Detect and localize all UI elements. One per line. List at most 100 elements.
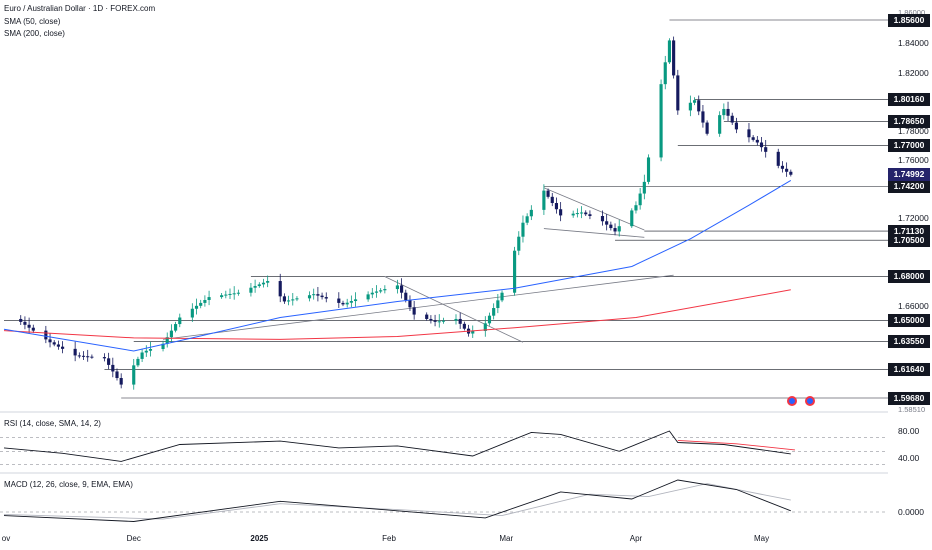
candle-body [454,318,458,321]
current-price-tag: 1.74992 [888,168,930,182]
candle-body [266,281,270,283]
sma50-legend[interactable]: SMA (50, close) [4,17,61,26]
candle-body [588,214,592,216]
candle-body [27,324,31,328]
candle-body [759,142,764,148]
candle-body [119,378,123,385]
candle-body [77,355,81,357]
candle-body [517,236,521,251]
candle-body [366,294,370,300]
time-tick-label: ov [1,534,11,543]
candle-body [697,100,701,112]
time-tick-label: May [753,534,770,543]
candle-body [630,210,634,227]
candle-body [471,330,475,334]
candle-body [776,151,780,166]
candle-body [220,295,224,298]
candle-body [232,293,236,295]
level-price-tag: 1.85600 [888,13,930,27]
candle-body [521,222,525,237]
candle-body [600,216,605,222]
candle-body [722,108,726,116]
candle-body [236,292,240,294]
candle-body [780,165,785,169]
candle-body [23,321,27,325]
candle-body [554,203,559,210]
candle-body [44,330,48,340]
candle-body [659,84,663,158]
candle-body [676,75,680,111]
price-tick-label: 1.78000 [898,125,929,136]
candle-body [291,299,295,301]
candle-body [86,356,90,358]
candle-body [207,297,211,300]
candle-body [307,295,312,299]
candle-body [111,364,115,372]
price-tick-label: 1.72000 [898,213,929,224]
candle-body [73,348,77,356]
event-flag-icon[interactable] [805,396,815,406]
event-flag-icon[interactable] [787,396,797,406]
candle-body [701,111,705,123]
candle-body [140,352,144,359]
candle-body [148,349,153,351]
candle-body [688,102,692,111]
candle-body [789,171,793,175]
candle-body [429,318,433,321]
price-tick-label: 1.66000 [898,300,929,311]
candle-body [278,281,282,297]
macd-signal-line [3,483,791,520]
candle-body [190,308,194,318]
candle-body [425,314,429,319]
level-price-tag: 1.70500 [888,233,930,247]
price-tick-label: 1.84000 [898,38,929,49]
rsi-tick-label: 40.00 [898,453,920,463]
level-price-tag: 1.63550 [888,335,930,349]
candle-body [441,320,446,322]
candle-body [19,318,23,322]
candle-body [400,285,404,293]
rsi-line [3,430,791,462]
candle-body [345,302,349,305]
candle-body [287,300,291,302]
candle-body [529,209,533,217]
candle-body [550,196,554,204]
trendline [162,274,674,340]
rsi-pane-label[interactable]: RSI (14, close, SMA, 14, 2) [4,419,101,428]
candle-body [496,300,500,309]
sma200-legend[interactable]: SMA (200, close) [4,29,65,38]
level-price-tag: 1.80160 [888,92,930,106]
price-tick-label: 1.86000 [898,8,926,17]
trendline [384,276,524,343]
candle-body [584,212,588,215]
sma200-line [3,289,791,340]
candle-body [31,327,35,331]
candle-body [257,284,261,287]
candle-body [136,358,140,366]
candle-body [261,282,266,285]
candle-body [404,292,408,300]
candle-body [613,228,617,232]
time-tick-label: Apr [629,534,643,543]
candle-body [379,290,383,292]
candle-body [178,317,182,325]
candle-body [194,305,199,309]
rsi-ma-line [677,439,796,451]
macd-pane-label[interactable]: MACD (12, 26, close, 9, EMA, EMA) [4,480,133,489]
candle-body [282,296,286,302]
candle-body [81,355,86,357]
candle-body [764,147,768,152]
candle-body [249,287,253,293]
candle-body [646,157,651,182]
chart-title: Euro / Australian Dollar · 1D · FOREX.co… [4,4,156,13]
candle-body [320,295,324,298]
candle-body [324,297,328,299]
price-tick-label: 1.82000 [898,67,929,78]
candle-body [483,323,487,331]
candle-body [341,302,345,305]
trendline [543,187,645,231]
candle-body [337,298,341,303]
candle-body [174,324,178,331]
candle-body [228,293,232,295]
